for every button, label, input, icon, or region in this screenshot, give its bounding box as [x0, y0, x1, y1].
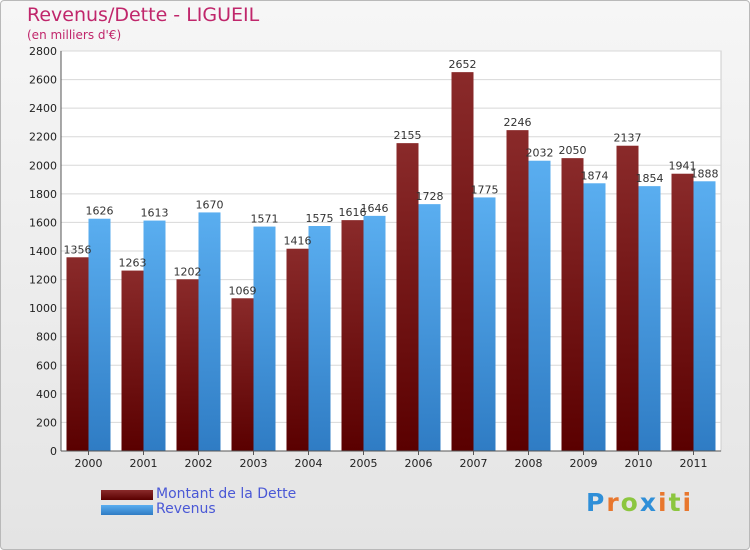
bar-revenue	[143, 220, 166, 451]
value-label: 1941	[669, 160, 697, 173]
legend-swatch-revenue	[101, 505, 153, 515]
value-label: 1571	[251, 213, 279, 226]
value-label: 1616	[339, 206, 367, 219]
bar-revenue	[528, 160, 551, 451]
bar-revenue	[88, 218, 111, 451]
x-tick-label: 2008	[515, 457, 543, 470]
bar-debt	[616, 145, 639, 451]
x-tick-label: 2002	[185, 457, 213, 470]
y-tick-label: 1000	[29, 302, 57, 315]
x-tick-label: 2011	[680, 457, 708, 470]
bar-debt	[176, 279, 199, 451]
legend-label-debt: Montant de la Dette	[156, 486, 297, 502]
y-tick-label: 1400	[29, 245, 57, 258]
bar-debt	[341, 220, 364, 451]
value-label: 1202	[174, 265, 202, 278]
x-axis-ticks: 2000 2001 2002 2003 2004 2005 2006 2007 2008 2009…	[75, 451, 708, 470]
chart-title: Revenus/Dette - LIGUEIL	[27, 4, 260, 26]
x-tick-label: 2005	[350, 457, 378, 470]
bar-revenue	[638, 186, 661, 451]
bar-revenue	[693, 181, 716, 452]
y-tick-label: 200	[36, 416, 57, 429]
bar-debt	[506, 130, 529, 451]
x-tick-label: 2003	[240, 457, 268, 470]
y-tick-label: 2400	[29, 102, 57, 115]
bar-revenue	[583, 183, 606, 452]
grid-lines	[61, 50, 721, 452]
value-labels: 1356 1626 1263 1613 1202 1670 1069 1571 1416 1575…	[64, 58, 719, 297]
value-label: 2050	[559, 144, 587, 157]
value-label: 1626	[86, 205, 114, 218]
x-tick-label: 2001	[130, 457, 158, 470]
x-tick-label: 2004	[295, 457, 323, 470]
value-label: 1888	[691, 167, 719, 180]
y-tick-label: 800	[36, 331, 57, 344]
value-label: 1575	[306, 212, 334, 225]
value-label: 2155	[394, 129, 422, 142]
logo-letter: t	[668, 488, 683, 517]
y-axis-ticks: 0 200 400 600 800 1000 1200 1400 1600 1800 2000 220…	[29, 45, 57, 458]
logo-letter: i	[682, 488, 694, 517]
chart-subtitle: (en milliers d'€)	[27, 28, 122, 42]
legend-swatch-debt	[101, 490, 153, 500]
value-label: 1646	[361, 202, 389, 215]
value-label: 2652	[449, 58, 477, 71]
value-label: 1728	[416, 190, 444, 203]
bar-debt	[286, 248, 309, 451]
value-label: 2246	[504, 116, 532, 129]
y-tick-label: 1600	[29, 216, 57, 229]
value-label: 1069	[229, 284, 257, 297]
bars	[66, 72, 716, 452]
y-tick-label: 1200	[29, 274, 57, 287]
bar-debt	[396, 143, 419, 451]
y-tick-label: 0	[50, 445, 57, 458]
bar-debt	[451, 72, 474, 452]
logo-letter: r	[606, 488, 621, 517]
value-label: 1356	[64, 243, 92, 256]
y-tick-label: 2600	[29, 74, 57, 87]
bar-revenue	[418, 204, 441, 451]
x-tick-label: 2000	[75, 457, 103, 470]
proxiti-logo: Proxiti	[586, 488, 693, 517]
value-label: 1613	[141, 207, 169, 220]
value-label: 1874	[581, 169, 609, 182]
value-label: 1775	[471, 183, 499, 196]
logo-letter: i	[658, 488, 669, 517]
value-label: 2032	[526, 147, 554, 160]
bar-revenue	[363, 215, 386, 451]
y-tick-label: 2000	[29, 159, 57, 172]
y-tick-label: 2800	[29, 45, 57, 58]
logo-letter: x	[639, 488, 658, 517]
x-tick-label: 2009	[570, 457, 598, 470]
bar-revenue	[473, 197, 496, 451]
y-tick-label: 400	[36, 388, 57, 401]
bar-debt	[66, 257, 89, 451]
bar-debt	[561, 158, 584, 451]
y-tick-label: 600	[36, 359, 57, 372]
value-label: 2137	[614, 132, 642, 145]
bar-debt	[671, 173, 694, 451]
y-tick-label: 2200	[29, 131, 57, 144]
value-label: 1854	[636, 172, 664, 185]
bar-revenue	[253, 226, 276, 451]
legend-label-revenue: Revenus	[156, 501, 216, 517]
logo-letter: P	[586, 488, 607, 517]
value-label: 1670	[196, 198, 224, 211]
value-label: 1263	[119, 257, 147, 270]
bar-debt	[121, 270, 144, 451]
x-tick-label: 2007	[460, 457, 488, 470]
x-tick-label: 2010	[625, 457, 653, 470]
bar-revenue	[198, 212, 221, 451]
value-label: 1416	[284, 235, 312, 248]
bar-revenue	[308, 226, 331, 451]
y-tick-label: 1800	[29, 188, 57, 201]
bar-debt	[231, 298, 254, 451]
logo-letter: o	[620, 488, 640, 517]
x-tick-label: 2006	[405, 457, 433, 470]
